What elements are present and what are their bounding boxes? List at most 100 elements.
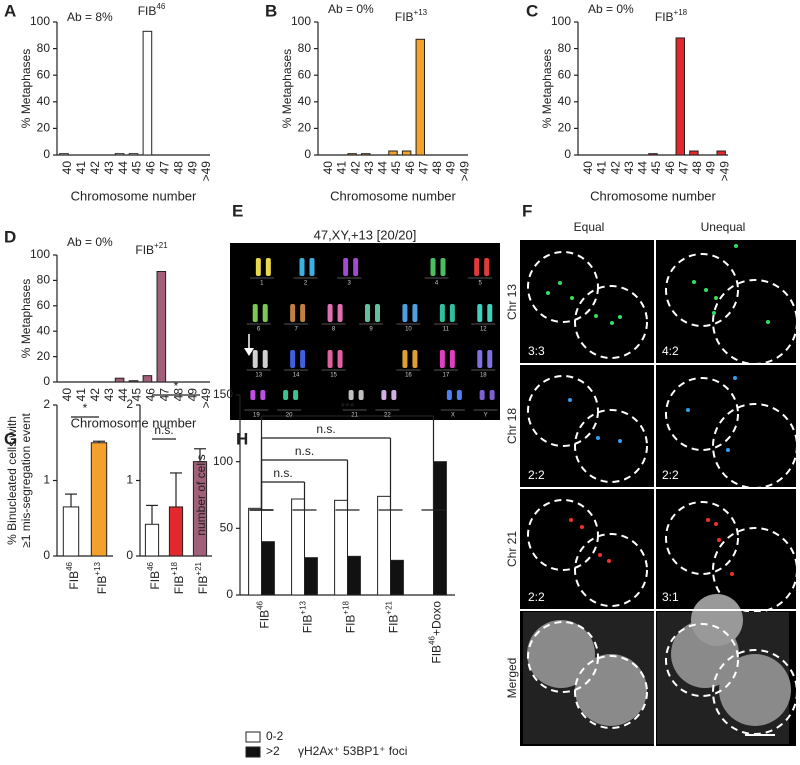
x-tick-label: FIB+18 bbox=[342, 600, 358, 633]
chart-title-base: FIB bbox=[395, 10, 414, 24]
fish-signal bbox=[730, 572, 734, 576]
bar bbox=[402, 151, 410, 155]
bar bbox=[676, 38, 684, 155]
x-axis-label: Chromosome number bbox=[71, 415, 197, 430]
chromosome bbox=[250, 390, 255, 400]
x-tick-label-base: FIB bbox=[344, 615, 358, 634]
chromosome bbox=[256, 258, 261, 276]
fish-signal bbox=[580, 525, 584, 529]
legend-title: γH2Ax⁺ 53BP1⁺ foci bbox=[298, 744, 407, 758]
chart-title: FIB+18 bbox=[655, 8, 688, 24]
fish-signal bbox=[726, 448, 730, 452]
chart-title-sup: 46 bbox=[156, 2, 165, 11]
chromosome-label: X bbox=[451, 413, 455, 419]
x-tick-label-sup: +18 bbox=[342, 600, 351, 614]
y-tick-label: 150 bbox=[213, 387, 233, 401]
y-tick-label: 100 bbox=[213, 454, 233, 468]
chromosome bbox=[440, 304, 445, 322]
x-tick-label: FIB46+Doxo bbox=[428, 601, 444, 664]
chromosome bbox=[359, 390, 364, 400]
chromosome bbox=[353, 258, 358, 276]
fish-signal bbox=[568, 398, 572, 402]
chromosome bbox=[484, 258, 489, 276]
y-axis-label: % Binucleated cells with bbox=[5, 416, 19, 545]
y-tick-label: 80 bbox=[298, 41, 312, 55]
panel-letter: F bbox=[522, 201, 532, 220]
y-tick-label: 0 bbox=[304, 147, 311, 161]
y-tick-label: 60 bbox=[37, 298, 51, 312]
y-tick-label: 100 bbox=[30, 247, 50, 261]
chromosome bbox=[300, 258, 305, 276]
fish-signal bbox=[594, 314, 598, 318]
chromosome bbox=[381, 390, 386, 400]
x-tick-label: 47 bbox=[676, 161, 690, 175]
y-tick-label: 60 bbox=[558, 67, 572, 81]
y-tick-label: 40 bbox=[558, 94, 572, 108]
fish-signal bbox=[570, 296, 574, 300]
chromosome bbox=[477, 304, 482, 322]
x-tick-label: >49 bbox=[199, 161, 213, 182]
x-tick-label: 49 bbox=[444, 161, 458, 175]
y-tick-label: 40 bbox=[298, 94, 312, 108]
signal-ratio: 4:2 bbox=[662, 344, 679, 358]
x-tick-label: >49 bbox=[717, 161, 731, 182]
chromosome-label: 10 bbox=[405, 327, 412, 333]
legend-swatch bbox=[246, 747, 260, 757]
x-tick-label: 47 bbox=[416, 161, 430, 175]
x-tick-label: 43 bbox=[102, 161, 116, 175]
fish-signal bbox=[546, 291, 550, 295]
x-tick-label: 41 bbox=[335, 161, 349, 175]
nucleus bbox=[575, 654, 647, 726]
column-header: Unequal bbox=[701, 220, 746, 234]
bar bbox=[169, 507, 182, 556]
x-tick-label: FIB+21 bbox=[194, 561, 210, 594]
bar bbox=[63, 507, 78, 556]
x-tick-label-base: FIB bbox=[258, 610, 272, 629]
x-tick-label: FIB+18 bbox=[170, 561, 186, 594]
panel-letter: B bbox=[265, 1, 277, 20]
chromosome bbox=[412, 350, 417, 368]
x-tick-label-sup: 46 bbox=[65, 561, 74, 570]
chromosome bbox=[293, 390, 298, 400]
fish-signal bbox=[558, 281, 562, 285]
panel-letter: C bbox=[526, 1, 538, 20]
x-tick-label: FIB46 bbox=[256, 600, 272, 628]
significance-label: n.s. bbox=[295, 444, 314, 458]
chromosome-label: 17 bbox=[443, 373, 450, 379]
bar bbox=[690, 151, 698, 155]
x-tick-label: 42 bbox=[348, 161, 362, 175]
y-tick-label: 20 bbox=[37, 121, 51, 135]
chromosome bbox=[431, 258, 436, 276]
x-tick-label: 45 bbox=[130, 161, 144, 175]
signal-ratio: 2:2 bbox=[528, 468, 545, 482]
x-tick-label: 41 bbox=[74, 161, 88, 175]
panel-letter: D bbox=[4, 227, 16, 246]
fish-signal bbox=[569, 518, 573, 522]
chart-title-base: FIB bbox=[138, 4, 157, 18]
x-tick-label: >49 bbox=[199, 388, 213, 409]
chromosome bbox=[375, 304, 380, 322]
signal-ratio: 2:2 bbox=[662, 468, 679, 482]
y-tick-label: 0 bbox=[564, 147, 571, 161]
bar bbox=[348, 556, 361, 595]
x-tick-label: 40 bbox=[321, 161, 335, 175]
chromosome bbox=[412, 304, 417, 322]
x-tick-label-base: FIB bbox=[196, 576, 210, 595]
x-tick-label: 49 bbox=[185, 161, 199, 175]
fish-signal bbox=[714, 296, 718, 300]
x-tick-label: 47 bbox=[157, 161, 171, 175]
chromosome-label: 16 bbox=[405, 373, 412, 379]
significance-label: * bbox=[174, 379, 179, 393]
bar bbox=[143, 31, 152, 155]
x-tick-label: FIB+13 bbox=[93, 561, 109, 594]
karyotype-title: 47,XY,+13 [20/20] bbox=[314, 227, 417, 242]
y-tick-label: 80 bbox=[558, 41, 572, 55]
x-tick-label: FIB+21 bbox=[385, 600, 401, 633]
fish-signal bbox=[692, 280, 696, 284]
nucleus bbox=[719, 654, 791, 726]
fish-signal bbox=[596, 436, 600, 440]
chromosome bbox=[457, 390, 462, 400]
legend-swatch bbox=[246, 732, 260, 742]
fish-signal bbox=[733, 376, 737, 380]
x-tick-label: 42 bbox=[608, 161, 622, 175]
